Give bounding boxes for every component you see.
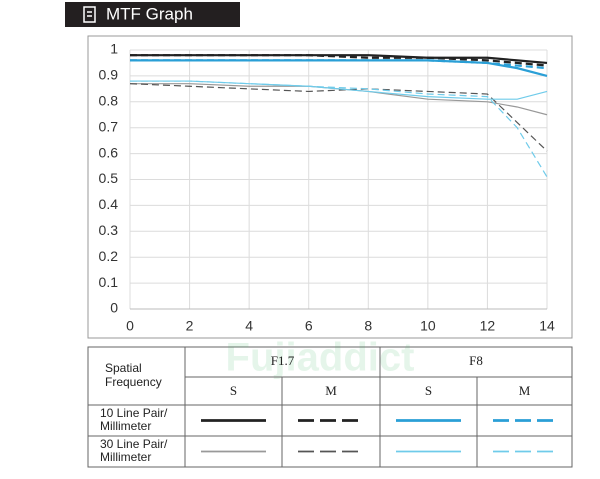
subheader: S [230,383,237,398]
mtf-line [129,83,548,152]
subheader: S [425,383,432,398]
y-tick-label: 0 [110,300,118,316]
y-tick-label: 0.3 [99,222,119,238]
x-tick-label: 2 [186,318,194,334]
y-tick-label: 1 [110,41,118,57]
x-tick-label: 6 [305,318,313,334]
header-title: MTF Graph [106,4,193,23]
header-badge [65,2,240,27]
mtf-line [130,80,548,178]
subheader: M [325,383,337,398]
y-tick-label: 0.5 [99,170,119,186]
row-label: Millimeter [100,450,151,464]
table-header: Spatial [105,361,142,375]
row-label: 30 Line Pair/ [100,437,168,451]
x-tick-label: 14 [539,318,555,334]
y-tick-label: 0.9 [99,67,119,83]
row-label: Millimeter [100,419,151,433]
chart-frame [87,35,573,339]
mtf-line [130,54,548,67]
y-tick-label: 0.1 [99,274,119,290]
y-tick-label: 0.6 [99,144,119,160]
x-tick-label: 8 [364,318,372,334]
row-label: 10 Line Pair/ [100,406,168,420]
header-icon [83,6,96,23]
x-tick-label: 12 [480,318,496,334]
group-label: F1.7 [271,353,295,368]
table-header: Frequency [105,375,162,389]
y-tick-label: 0.7 [99,118,119,134]
y-tick-label: 0.4 [99,196,119,212]
watermark: Fujiaddict [226,336,415,380]
mtf-line [130,59,548,70]
x-tick-label: 4 [245,318,253,334]
x-tick-label: 10 [420,318,436,334]
legend-table [87,346,573,468]
y-tick-label: 0.8 [99,93,119,109]
x-tick-label: 0 [126,318,134,334]
y-tick-label: 0.2 [99,248,119,264]
group-label: F8 [469,353,483,368]
subheader: M [519,383,531,398]
